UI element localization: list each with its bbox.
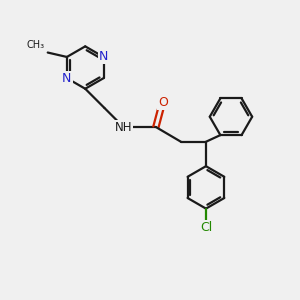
Text: Cl: Cl: [200, 221, 212, 234]
Text: N: N: [62, 72, 71, 85]
Text: N: N: [99, 50, 108, 64]
Text: CH₃: CH₃: [26, 40, 44, 50]
Text: O: O: [158, 95, 168, 109]
Text: NH: NH: [115, 121, 132, 134]
